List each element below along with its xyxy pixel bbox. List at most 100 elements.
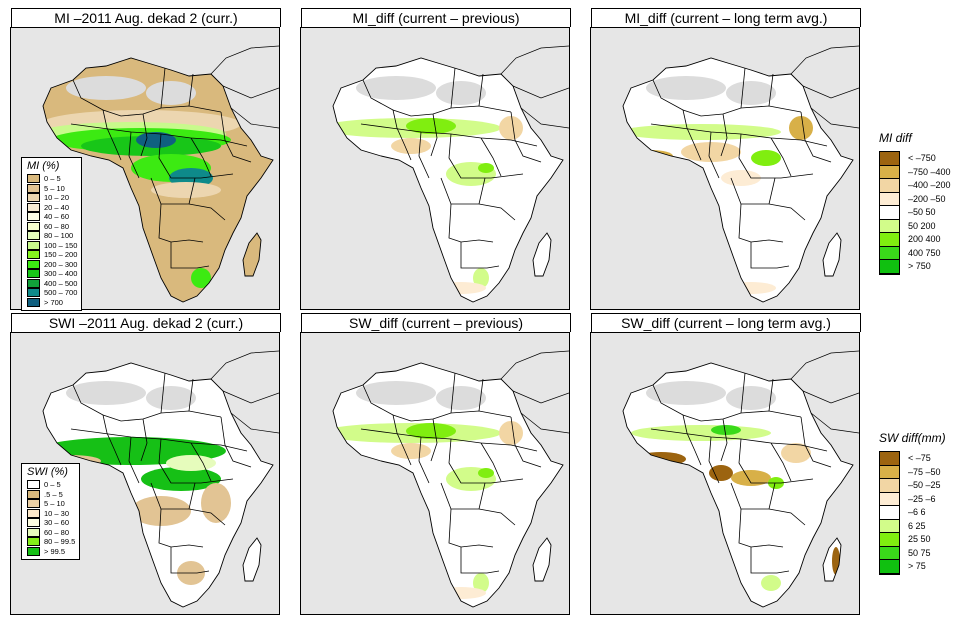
legend-item: –750 –400 bbox=[880, 165, 951, 179]
data-region bbox=[473, 573, 489, 593]
legend-swatch bbox=[27, 183, 40, 193]
legend-item: 10 – 20 bbox=[27, 193, 77, 203]
data-region bbox=[146, 386, 196, 410]
legend-swatch bbox=[27, 508, 40, 518]
legend-swatch bbox=[880, 546, 899, 560]
country-border bbox=[450, 372, 456, 414]
country-border bbox=[738, 133, 814, 179]
legend-label: 30 – 60 bbox=[44, 518, 70, 528]
legend-item: 0 – 5 bbox=[27, 174, 77, 184]
legend-label: 60 – 80 bbox=[44, 527, 70, 537]
data-region bbox=[726, 386, 776, 410]
data-region bbox=[499, 116, 523, 140]
country-border bbox=[510, 111, 542, 163]
data-region bbox=[391, 443, 431, 459]
legend-swatch bbox=[27, 288, 40, 298]
data-region bbox=[146, 81, 196, 105]
legend-swatch bbox=[27, 527, 40, 537]
legend-swatch bbox=[880, 492, 899, 506]
legend-item: 50 75 bbox=[880, 546, 931, 560]
legend-item: 50 200 bbox=[880, 219, 936, 233]
data-region bbox=[473, 268, 489, 288]
country-border bbox=[362, 79, 512, 117]
coastline bbox=[622, 362, 854, 608]
country-border bbox=[770, 137, 792, 177]
legend-label: > 75 bbox=[908, 561, 926, 571]
legend-swatch bbox=[27, 518, 40, 528]
legend-swatch bbox=[880, 465, 899, 479]
country-border bbox=[478, 177, 486, 205]
legend-label: –200 –50 bbox=[908, 193, 946, 204]
legend-swatch bbox=[880, 560, 899, 574]
data-region bbox=[751, 150, 781, 166]
data-region bbox=[789, 116, 813, 140]
legend-swatch bbox=[27, 240, 40, 250]
country-border bbox=[738, 438, 814, 484]
legend-label: .5 – 5 bbox=[44, 489, 63, 499]
country-border bbox=[460, 242, 500, 269]
country-border bbox=[128, 436, 140, 484]
arabian-peninsula-outline bbox=[790, 350, 859, 434]
data-region bbox=[436, 386, 486, 410]
data-region bbox=[478, 468, 494, 478]
legend-item: > 99.5 bbox=[27, 546, 75, 557]
country-border bbox=[510, 416, 542, 468]
legend-item: –200 –50 bbox=[880, 192, 946, 206]
country-border bbox=[768, 378, 774, 412]
legend-item: –75 –50 bbox=[880, 465, 941, 479]
data-region bbox=[726, 282, 776, 294]
data-region bbox=[201, 483, 231, 523]
legend-label: > 99.5 bbox=[44, 546, 66, 556]
legend-swatch bbox=[880, 506, 899, 520]
data-region bbox=[436, 81, 486, 105]
data-region bbox=[391, 138, 431, 154]
legend-label: 50 200 bbox=[908, 220, 936, 231]
arabian-peninsula-outline bbox=[210, 350, 279, 434]
legend-label: 5 – 10 bbox=[44, 183, 65, 193]
country-border bbox=[768, 482, 776, 510]
country-border bbox=[128, 131, 140, 179]
data-region bbox=[832, 547, 840, 575]
legend-item: 200 400 bbox=[880, 233, 941, 247]
legend-label: 150 – 200 bbox=[44, 250, 78, 260]
legend-item: 150 – 200 bbox=[27, 250, 77, 260]
legend-title: MI diff bbox=[879, 131, 912, 145]
legend-swatch bbox=[880, 165, 899, 179]
legend-item: 60 – 80 bbox=[27, 527, 75, 538]
legend-label: 6 25 bbox=[908, 520, 926, 531]
legend-item: 20 – 40 bbox=[27, 202, 77, 213]
country-border bbox=[160, 372, 166, 414]
panel-title: SW_diff (current – long term avg.) bbox=[591, 313, 861, 332]
data-region bbox=[721, 170, 761, 186]
legend-item: 100 – 150 bbox=[27, 240, 77, 251]
legend-label: > 700 bbox=[44, 297, 63, 307]
legend-label: 80 – 100 bbox=[44, 231, 74, 241]
legend-swatch bbox=[27, 202, 40, 212]
country-border bbox=[480, 442, 502, 482]
data-region bbox=[623, 124, 781, 140]
data-region bbox=[646, 381, 726, 405]
country-border bbox=[170, 242, 210, 269]
panel-title: SWI –2011 Aug. dekad 2 (curr.) bbox=[11, 313, 281, 332]
data-region bbox=[356, 381, 436, 405]
country-border bbox=[740, 372, 746, 414]
country-border bbox=[652, 79, 802, 117]
country-border bbox=[418, 436, 430, 484]
legend-label: 0 – 5 bbox=[44, 480, 61, 490]
panel-title: MI_diff (current – long term avg.) bbox=[591, 8, 861, 27]
country-border bbox=[708, 131, 720, 179]
country-border bbox=[480, 137, 502, 177]
legend-swatch bbox=[880, 533, 899, 547]
country-border bbox=[478, 482, 486, 510]
legend-swatch bbox=[880, 452, 899, 466]
coastline bbox=[622, 57, 854, 303]
legend-swatch bbox=[27, 259, 40, 269]
legend-swatch bbox=[880, 192, 899, 206]
legend-label: > 750 bbox=[908, 261, 931, 271]
legend-label: 10 – 20 bbox=[44, 193, 70, 203]
data-region bbox=[629, 150, 673, 162]
legend-label: 5 – 10 bbox=[44, 499, 65, 509]
africa-map bbox=[622, 350, 859, 608]
country-border bbox=[682, 109, 702, 161]
country-border bbox=[140, 418, 148, 462]
